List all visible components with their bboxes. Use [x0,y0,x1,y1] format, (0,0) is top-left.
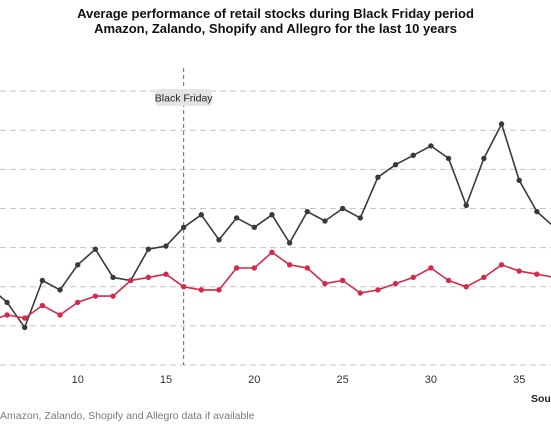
series-1-point [392,161,399,168]
series-1-point [269,212,275,218]
series-1-point [4,299,10,306]
series-2-point [304,265,310,271]
series-2-point [216,287,222,293]
x-tick-label: 20 [248,374,260,386]
series-1-point [410,152,416,158]
annotation-layer: Black Friday [155,68,214,365]
black-friday-label-box [155,89,212,106]
series-2-point [498,262,505,268]
gridlines [0,90,551,366]
series-1-point [463,202,469,209]
series-2-point [180,284,187,290]
series-2-point [392,280,399,287]
series-1-point [216,237,222,243]
series-2-point [534,271,540,277]
series-1-point [92,246,99,252]
series-2-point [22,315,28,321]
x-axis-ticks: 10 15 20 25 30 35 [72,374,526,386]
series-2-point [463,284,469,290]
x-tick-label: 15 [160,374,172,386]
series-1-point [198,212,205,218]
series-2-point [110,293,116,299]
series-1-point [322,218,328,224]
series-2-point [57,312,63,318]
series-1-point [110,274,116,281]
series-2-point [516,268,522,274]
x-tick-label: 25 [336,374,348,386]
series-1-point [357,215,363,221]
series-1-point [180,224,187,230]
series-2-point [4,312,10,318]
series-1-point [39,277,46,284]
series-2-point [39,302,46,309]
series-1-point [57,287,63,293]
series-2-point [233,265,240,271]
series-1-point [233,215,240,221]
series-1-point [251,224,258,230]
series-1-point [428,143,434,149]
chart-subtitle: Amazon, Zalando, Shopify and Allegro for… [94,21,457,36]
series-2-point [445,277,452,284]
series-2-point [92,293,99,299]
series-1-point [481,155,487,162]
series-1-point [534,208,540,215]
series-1-point [375,174,381,180]
series-1-line [0,123,551,329]
series-2-point [481,274,487,281]
series-2-point [251,265,258,271]
series-2-point [163,271,169,277]
series-2-point [322,280,328,287]
series-layer [0,121,551,331]
series-2-point [127,277,134,284]
x-tick-label: 30 [425,374,437,386]
series-1-point [75,262,81,268]
x-tick-label: 35 [513,374,525,386]
caption: he Amazon, Zalando, Shopify and Allegro … [0,410,255,422]
series-1-point [445,155,452,162]
black-friday-label: Black Friday [155,93,214,105]
series-2-point [410,274,416,281]
series-2-point [375,287,381,293]
series-1-point [22,324,28,331]
chart-title: Average performance of retail stocks dur… [77,6,474,21]
x-tick-label: 10 [72,374,84,386]
series-2-point [75,299,81,306]
series-1-point [304,208,310,215]
series-2-point [269,249,275,256]
series-1-point [516,177,522,184]
series-2-point [357,290,363,296]
series-2-point [145,274,152,281]
series-1-point [286,240,293,246]
series-1-point [498,121,505,127]
series-1-point [145,246,152,252]
series-2-point [428,265,434,271]
series-1-point [163,243,169,249]
series-2-point [339,277,346,284]
series-1-point [339,205,346,212]
series-2-point [286,262,293,268]
source-label: Sou [531,393,551,405]
series-2-point [198,287,205,293]
